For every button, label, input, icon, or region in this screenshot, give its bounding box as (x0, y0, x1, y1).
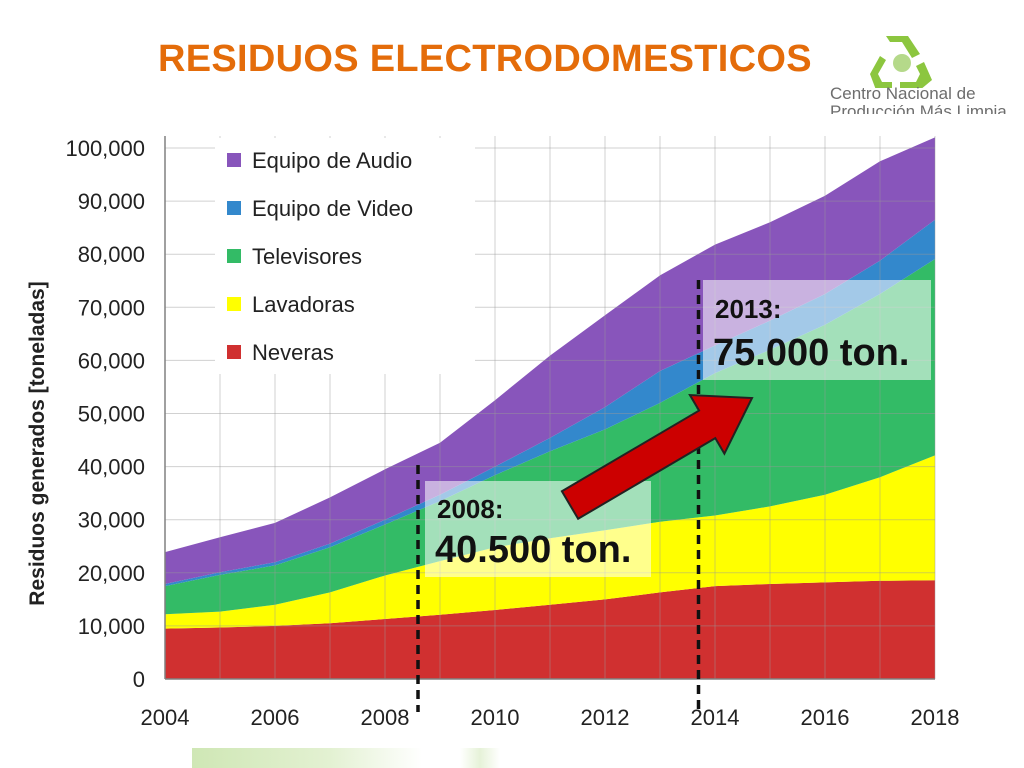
legend-label: Televisores (252, 244, 362, 269)
x-tick-label: 2010 (471, 705, 520, 730)
legend-label: Neveras (252, 340, 334, 365)
recycle-logo-icon (870, 36, 932, 90)
area-series-televisores (165, 259, 935, 615)
area-series-equipo-de-audio (165, 137, 935, 584)
y-tick-label: 80,000 (78, 242, 145, 267)
y-tick-label: 100,000 (65, 136, 145, 161)
annotation-year: 2008: (437, 494, 504, 524)
growth-arrow (560, 393, 754, 521)
y-tick-label: 70,000 (78, 295, 145, 320)
legend-swatch (227, 153, 241, 167)
y-tick-label: 0 (133, 667, 145, 692)
y-tick-label: 20,000 (78, 561, 145, 586)
annotation-year: 2013: (715, 294, 782, 324)
legend-label: Lavadoras (252, 292, 355, 317)
legend-background (215, 138, 475, 374)
legend-swatch (227, 249, 241, 263)
annotation-value: 75.000 ton. (713, 332, 909, 374)
x-tick-label: 2016 (801, 705, 850, 730)
logo-text-line2: Producción Más Limpia (830, 102, 1007, 114)
logo-text-line1: Centro Nacional de (830, 84, 976, 103)
legend-swatch (227, 297, 241, 311)
x-tick-label: 2004 (141, 705, 190, 730)
y-tick-label: 60,000 (78, 348, 145, 373)
x-tick-label: 2012 (581, 705, 630, 730)
area-series-neveras (165, 580, 935, 679)
legend-swatch (227, 201, 241, 215)
growth-arrow-shape (560, 393, 754, 521)
y-tick-label: 90,000 (78, 189, 145, 214)
y-tick-label: 10,000 (78, 614, 145, 639)
logo: Centro Nacional de Producción Más Limpia (820, 28, 1007, 118)
legend-swatch (227, 345, 241, 359)
x-tick-label: 2014 (691, 705, 740, 730)
y-tick-label: 50,000 (78, 402, 145, 427)
x-tick-label: 2006 (251, 705, 300, 730)
y-tick-label: 30,000 (78, 508, 145, 533)
y-axis-label: Residuos generados [toneladas] (26, 281, 49, 605)
bottom-decoration-2 (460, 748, 500, 768)
x-tick-label: 2008 (361, 705, 410, 730)
annotation-box (703, 280, 931, 380)
legend-label: Equipo de Video (252, 196, 413, 221)
legend-label: Equipo de Audio (252, 148, 412, 173)
x-tick-label: 2018 (911, 705, 960, 730)
annotation-value: 40.500 ton. (435, 529, 631, 571)
bottom-decoration (192, 748, 422, 768)
y-tick-label: 40,000 (78, 455, 145, 480)
slide-title: RESIDUOS ELECTRODOMESTICOS (158, 38, 812, 80)
